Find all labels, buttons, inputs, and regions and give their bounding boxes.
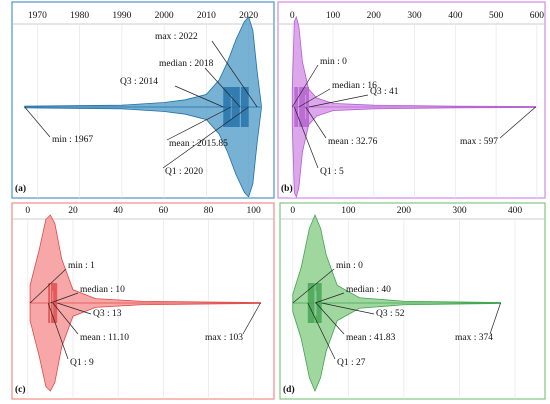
x-tick-label: 20 — [68, 206, 78, 216]
panel-border — [277, 1, 546, 199]
annotation-leader — [204, 67, 241, 108]
annotation-leader — [307, 302, 336, 360]
x-tick-label: 300 — [407, 11, 422, 21]
annotation: min : 0 — [320, 57, 347, 67]
x-tick-label: 200 — [397, 206, 412, 216]
annotation-leader — [211, 40, 258, 108]
annotation-leader — [291, 64, 319, 108]
annotation: Q3 : 13 — [93, 309, 122, 319]
annotation: Q1 : 27 — [337, 358, 366, 368]
x-tick-label: 2020 — [239, 11, 258, 21]
annotation: min : 1 — [68, 261, 95, 271]
annotation: Q1 : 2020 — [165, 167, 203, 177]
x-tick-label: 1970 — [28, 11, 47, 21]
panel-label: (b) — [281, 183, 293, 194]
panel-border — [11, 1, 275, 199]
x-tick-label: 200 — [367, 11, 382, 21]
annotation-leader — [489, 302, 501, 335]
x-tick-label: 300 — [452, 206, 467, 216]
annotation: Q1 : 9 — [70, 358, 94, 368]
annotation-leader — [52, 302, 79, 335]
annotation-leader — [315, 302, 345, 335]
x-tick-label: 600 — [530, 11, 545, 21]
annotation: Q1 : 5 — [320, 167, 344, 177]
annotation-leader — [50, 292, 79, 304]
annotation: Q3 : 41 — [370, 87, 399, 97]
annotation: mean : 32.76 — [328, 137, 378, 147]
annotation-leader — [305, 106, 327, 139]
x-tick-label: 100 — [326, 11, 341, 21]
annotation-leader — [499, 106, 536, 139]
x-tick-label: 1980 — [70, 11, 89, 21]
annotation: max : 374 — [455, 333, 493, 343]
annotation-leader — [166, 106, 232, 141]
panel-label: (c) — [15, 384, 26, 395]
x-tick-label: 100 — [341, 206, 356, 216]
panel: 0 20 40 60 80 100 min : 1 Q1 : 9 median : 10 mean… — [11, 202, 275, 400]
annotation-leader — [292, 268, 335, 304]
annotation-leader — [308, 94, 369, 108]
panel-label: (a) — [15, 183, 26, 194]
annotation: mean : 2015.85 — [169, 139, 228, 149]
annotation: median : 16 — [332, 81, 377, 91]
annotation: max : 597 — [460, 137, 498, 147]
panel: 0 100 200 300 400 min : 0 Q1 : 27 median : 40 me… — [279, 202, 546, 400]
panel-label: (d) — [283, 384, 295, 395]
x-tick-label: 60 — [159, 206, 169, 216]
panel: 0 100 200 300 400 500 600 min : 0 Q1 : 5 median :… — [277, 1, 546, 199]
iqr-box — [294, 87, 309, 127]
annotation-leader — [242, 302, 261, 335]
x-tick-label: 2000 — [155, 11, 174, 21]
annotation: max : 103 — [205, 333, 243, 343]
annotation-leader — [293, 106, 319, 169]
x-tick-label: 0 — [290, 206, 295, 216]
annotation-leader — [29, 268, 67, 304]
annotation: median : 2018 — [159, 59, 214, 69]
panel: 1970 1980 1990 2000 2010 2020 min : 1967 Q1 : 2… — [11, 1, 275, 199]
x-tick-label: 0 — [290, 11, 295, 21]
x-tick-label: 500 — [489, 11, 504, 21]
x-tick-label: 400 — [508, 206, 523, 216]
annotation-leader — [57, 302, 92, 315]
iqr-box — [223, 87, 249, 127]
annotation-leader — [321, 302, 375, 315]
annotation: min : 0 — [336, 261, 363, 271]
annotation: median : 10 — [80, 285, 125, 295]
x-tick-label: 100 — [247, 206, 262, 216]
annotation-leader — [24, 106, 51, 138]
annotation: mean : 11.10 — [80, 333, 129, 343]
annotation-leader — [314, 292, 345, 304]
annotation: mean : 41.83 — [346, 333, 396, 343]
annotation: Q3 : 52 — [376, 309, 405, 319]
x-tick-label: 2010 — [197, 11, 216, 21]
annotation-leader — [162, 106, 249, 169]
x-tick-label: 400 — [448, 11, 463, 21]
x-tick-label: 0 — [25, 206, 30, 216]
annotation: median : 40 — [346, 285, 391, 295]
annotation-leader — [47, 302, 69, 360]
annotation-leader — [298, 88, 331, 108]
x-tick-label: 40 — [113, 206, 123, 216]
panel-border — [279, 202, 546, 400]
annotation: min : 1967 — [52, 135, 93, 145]
panel-border — [11, 202, 275, 400]
annotation-leader — [174, 85, 224, 108]
annotation: Q3 : 2014 — [120, 77, 158, 87]
annotation: max : 2022 — [155, 32, 198, 42]
x-tick-label: 1990 — [112, 11, 131, 21]
x-tick-label: 80 — [204, 206, 214, 216]
